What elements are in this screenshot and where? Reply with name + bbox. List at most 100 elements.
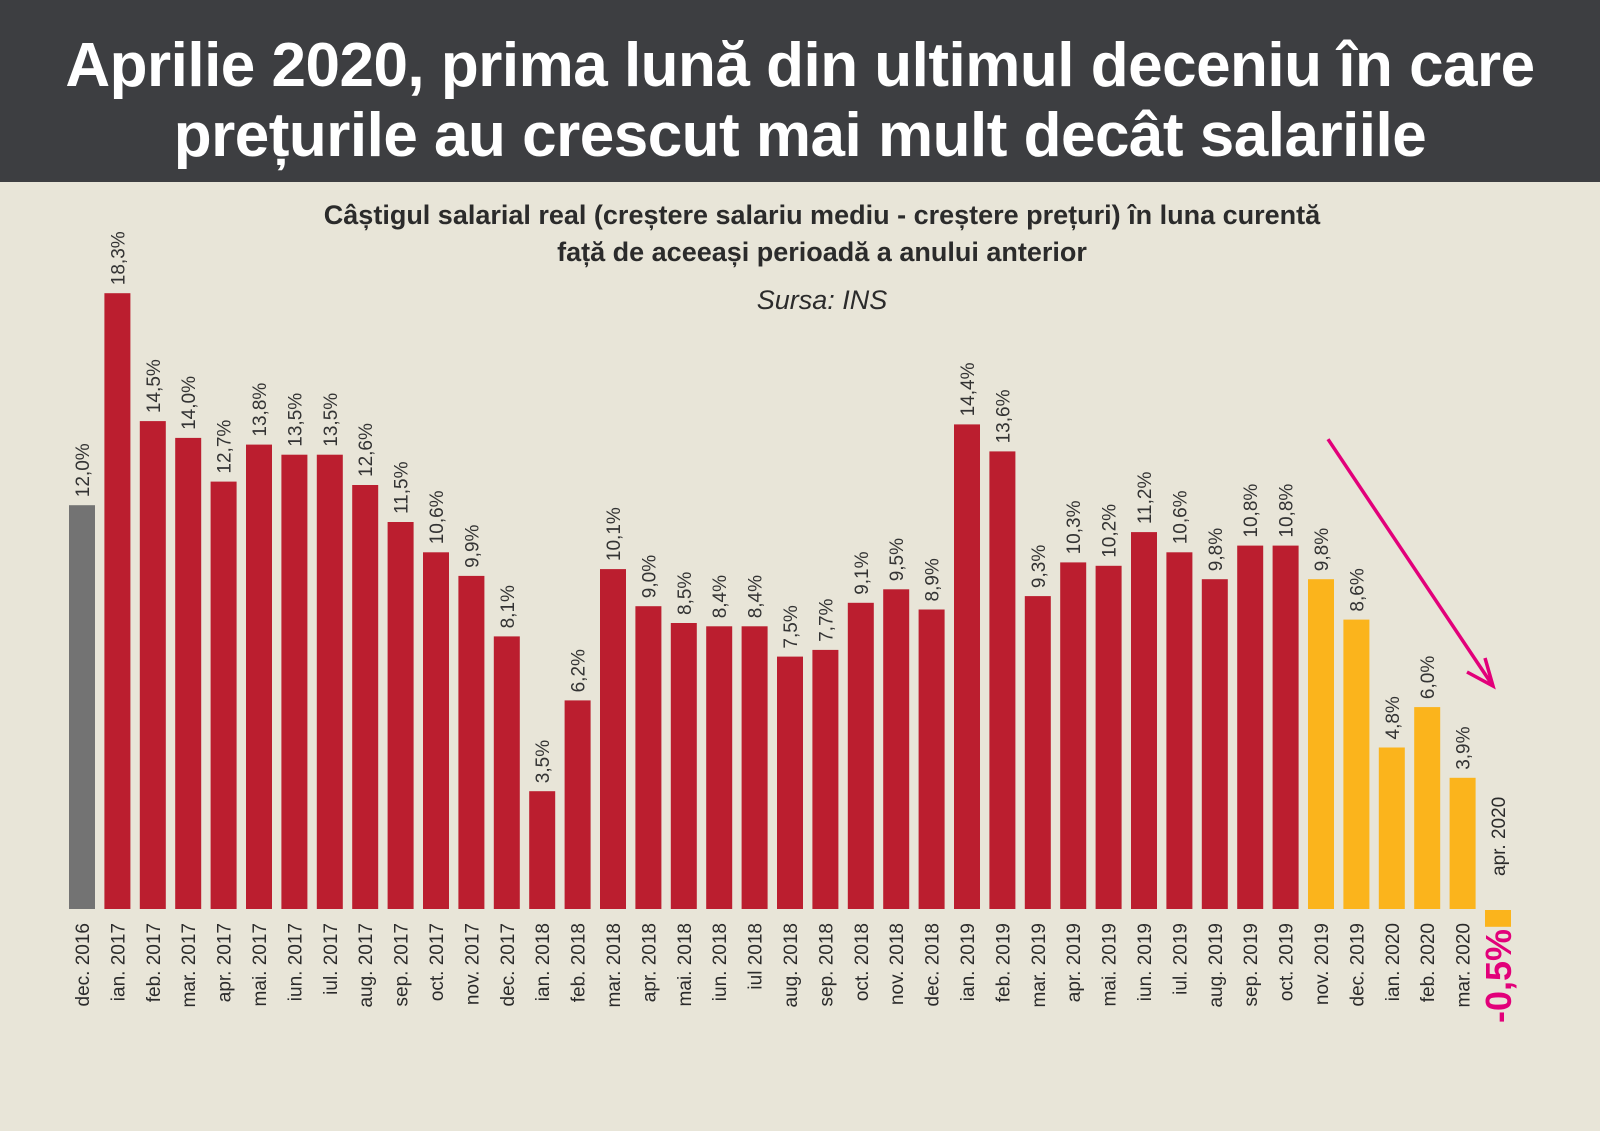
- category-label-18: iun. 2018: [710, 923, 731, 1001]
- bar-23: [883, 589, 910, 909]
- chart-title-line-2: prețurile au crescut mai mult decât sala…: [173, 101, 1427, 170]
- value-label-29: 10,2%: [1100, 504, 1121, 558]
- category-label-38: feb. 2020: [1418, 923, 1439, 1002]
- bar-22: [847, 602, 874, 909]
- category-label-22: oct. 2018: [852, 923, 873, 1001]
- value-label-40: -0,5%: [1478, 929, 1519, 1023]
- value-label-9: 11,5%: [392, 461, 413, 514]
- bar-18: [706, 626, 733, 909]
- header-banner: Aprilie 2020, prima lună din ultimul dec…: [0, 0, 1600, 182]
- category-label-24: dec. 2018: [923, 923, 944, 1006]
- bar-26: [989, 451, 1016, 909]
- bar-27: [1024, 596, 1051, 909]
- value-label-1: 18,3%: [108, 231, 129, 285]
- bar-2: [139, 421, 166, 909]
- value-label-12: 8,1%: [498, 585, 519, 628]
- value-label-15: 10,1%: [604, 507, 625, 561]
- category-label-11: nov. 2017: [462, 923, 483, 1005]
- value-label-17: 8,5%: [675, 572, 696, 615]
- value-label-19: 8,4%: [746, 575, 767, 618]
- category-label-19: iul 2018: [746, 923, 767, 990]
- value-label-27: 9,3%: [1029, 545, 1050, 588]
- value-labels-group: 12,0% 18,3% 14,5% 14,0% 12,7% 13,8% 13,5% 13,5%…: [73, 231, 1519, 1023]
- bar-38: [1414, 707, 1441, 909]
- bar-9: [387, 522, 414, 909]
- bar-20: [777, 656, 803, 909]
- chart-title-line-1: Aprilie 2020, prima lună din ultimul dec…: [65, 31, 1535, 100]
- value-label-38: 6,0%: [1418, 656, 1439, 699]
- category-label-36: dec. 2019: [1347, 923, 1368, 1006]
- bars-group: [69, 293, 1511, 927]
- value-label-21: 7,7%: [816, 598, 837, 641]
- category-label-30: iun. 2019: [1135, 923, 1156, 1001]
- bar-1: [104, 293, 131, 909]
- category-label-3: mar. 2017: [179, 923, 200, 1008]
- category-label-40: apr. 2020: [1489, 797, 1510, 876]
- bar-16: [635, 606, 662, 909]
- value-label-20: 7,5%: [781, 605, 802, 648]
- value-label-30: 11,2%: [1135, 472, 1156, 525]
- bar-17: [670, 623, 697, 909]
- category-label-10: oct. 2017: [427, 923, 448, 1001]
- bar-35: [1308, 579, 1334, 909]
- bar-0: [69, 505, 95, 909]
- category-label-1: ian. 2017: [108, 923, 129, 1001]
- category-label-21: sep. 2018: [816, 923, 837, 1006]
- category-label-34: oct. 2019: [1277, 923, 1298, 1001]
- value-label-10: 10,6%: [427, 490, 448, 544]
- bar-39: [1449, 777, 1476, 909]
- bar-34: [1272, 545, 1299, 909]
- category-label-5: mai. 2017: [250, 923, 271, 1006]
- bar-28: [1060, 562, 1087, 909]
- category-label-4: apr. 2017: [215, 923, 236, 1002]
- bar-3: [175, 437, 202, 909]
- category-label-7: iul. 2017: [321, 923, 342, 995]
- category-label-26: feb. 2019: [993, 923, 1014, 1002]
- category-label-0: dec. 2016: [73, 923, 94, 1006]
- category-label-9: sep. 2017: [392, 923, 413, 1006]
- category-label-29: mai. 2019: [1100, 923, 1121, 1006]
- category-label-28: apr. 2019: [1064, 923, 1085, 1002]
- value-label-37: 4,8%: [1383, 696, 1404, 739]
- value-label-5: 13,8%: [250, 383, 271, 437]
- category-label-35: nov. 2019: [1312, 923, 1333, 1005]
- chart-source: Sursa: INS: [757, 285, 888, 315]
- bar-chart: Câștigul salarial real (creștere salariu…: [69, 200, 1519, 1023]
- value-label-4: 12,7%: [215, 420, 236, 474]
- value-label-26: 13,6%: [993, 389, 1014, 443]
- bar-40: [1485, 910, 1511, 927]
- bar-19: [741, 626, 768, 909]
- bar-8: [352, 485, 379, 909]
- category-label-14: feb. 2018: [569, 923, 590, 1002]
- value-label-23: 9,5%: [887, 538, 908, 581]
- value-label-34: 10,8%: [1277, 484, 1298, 538]
- category-label-2: feb. 2017: [144, 923, 165, 1002]
- value-label-14: 6,2%: [569, 649, 590, 692]
- value-label-16: 9,0%: [639, 555, 660, 598]
- category-labels-group: dec. 2016 ian. 2017 feb. 2017 mar. 2017 apr.…: [73, 797, 1510, 1008]
- bar-21: [812, 649, 839, 909]
- bar-25: [954, 424, 980, 909]
- value-label-31: 10,6%: [1170, 490, 1191, 544]
- trend-arrowhead-icon: [1466, 657, 1496, 690]
- category-label-8: aug. 2017: [356, 923, 377, 1008]
- category-label-16: apr. 2018: [639, 923, 660, 1002]
- value-label-39: 3,9%: [1454, 726, 1475, 769]
- category-label-17: mai. 2018: [675, 923, 696, 1006]
- bar-33: [1237, 545, 1264, 909]
- value-label-0: 12,0%: [73, 443, 94, 497]
- bar-29: [1095, 565, 1122, 909]
- bar-24: [918, 609, 945, 909]
- category-label-27: mar. 2019: [1029, 923, 1050, 1008]
- bar-12: [493, 636, 520, 909]
- bar-11: [458, 575, 485, 909]
- category-label-25: ian. 2019: [958, 923, 979, 1001]
- value-label-13: 3,5%: [533, 740, 554, 783]
- value-label-8: 12,6%: [356, 423, 377, 477]
- value-label-6: 13,5%: [285, 393, 306, 447]
- category-label-32: aug. 2019: [1206, 923, 1227, 1008]
- value-label-2: 14,5%: [144, 359, 165, 413]
- category-label-6: iun. 2017: [285, 923, 306, 1001]
- value-label-24: 8,9%: [923, 558, 944, 601]
- value-label-32: 9,8%: [1206, 528, 1227, 571]
